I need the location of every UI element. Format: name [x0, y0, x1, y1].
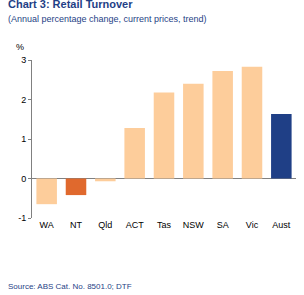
svg-text:2: 2	[21, 95, 26, 105]
svg-text:1: 1	[21, 134, 26, 144]
svg-text:Qld: Qld	[98, 220, 112, 230]
svg-text:NT: NT	[70, 220, 82, 230]
svg-text:ACT: ACT	[126, 220, 145, 230]
svg-text:Chart 3: Retail Turnover: Chart 3: Retail Turnover	[8, 0, 133, 10]
svg-text:0: 0	[21, 174, 26, 184]
svg-text:Tas: Tas	[157, 220, 172, 230]
svg-text:WA: WA	[40, 220, 54, 230]
svg-text:NSW: NSW	[183, 220, 205, 230]
svg-text:%: %	[16, 42, 24, 52]
svg-text:SA: SA	[217, 220, 229, 230]
svg-text:Source: ABS Cat. No. 8501.0; D: Source: ABS Cat. No. 8501.0; DTF	[8, 282, 132, 291]
svg-text:(Annual percentage change, cur: (Annual percentage change, current price…	[8, 14, 207, 24]
svg-text:3: 3	[21, 55, 26, 65]
svg-text:Vic: Vic	[246, 220, 259, 230]
svg-text:-1: -1	[18, 213, 26, 223]
svg-text:Aust: Aust	[272, 220, 291, 230]
